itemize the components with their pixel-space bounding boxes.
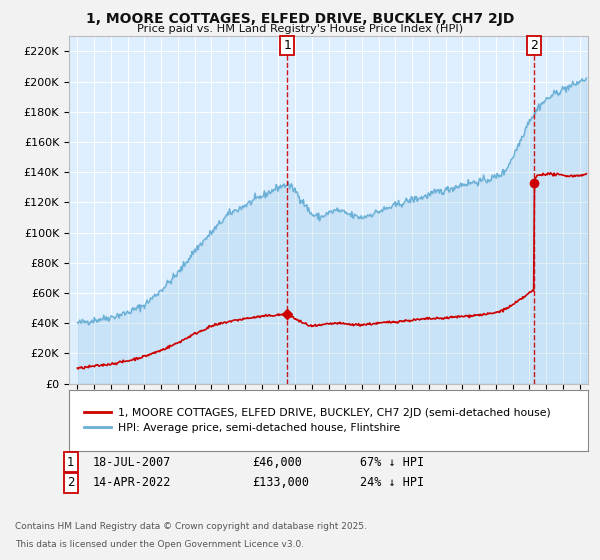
Text: 2: 2 — [530, 39, 538, 52]
Text: £46,000: £46,000 — [252, 455, 302, 469]
Text: Price paid vs. HM Land Registry's House Price Index (HPI): Price paid vs. HM Land Registry's House … — [137, 24, 463, 34]
Text: This data is licensed under the Open Government Licence v3.0.: This data is licensed under the Open Gov… — [15, 540, 304, 549]
Text: 18-JUL-2007: 18-JUL-2007 — [93, 455, 172, 469]
Text: 1: 1 — [283, 39, 291, 52]
Text: Contains HM Land Registry data © Crown copyright and database right 2025.: Contains HM Land Registry data © Crown c… — [15, 522, 367, 531]
Text: 2: 2 — [67, 476, 74, 489]
Text: 1: 1 — [67, 455, 74, 469]
Legend: 1, MOORE COTTAGES, ELFED DRIVE, BUCKLEY, CH7 2JD (semi-detached house), HPI: Ave: 1, MOORE COTTAGES, ELFED DRIVE, BUCKLEY,… — [80, 404, 554, 437]
Text: 1, MOORE COTTAGES, ELFED DRIVE, BUCKLEY, CH7 2JD: 1, MOORE COTTAGES, ELFED DRIVE, BUCKLEY,… — [86, 12, 514, 26]
Text: 14-APR-2022: 14-APR-2022 — [93, 476, 172, 489]
Text: £133,000: £133,000 — [252, 476, 309, 489]
Text: 24% ↓ HPI: 24% ↓ HPI — [360, 476, 424, 489]
Text: 67% ↓ HPI: 67% ↓ HPI — [360, 455, 424, 469]
